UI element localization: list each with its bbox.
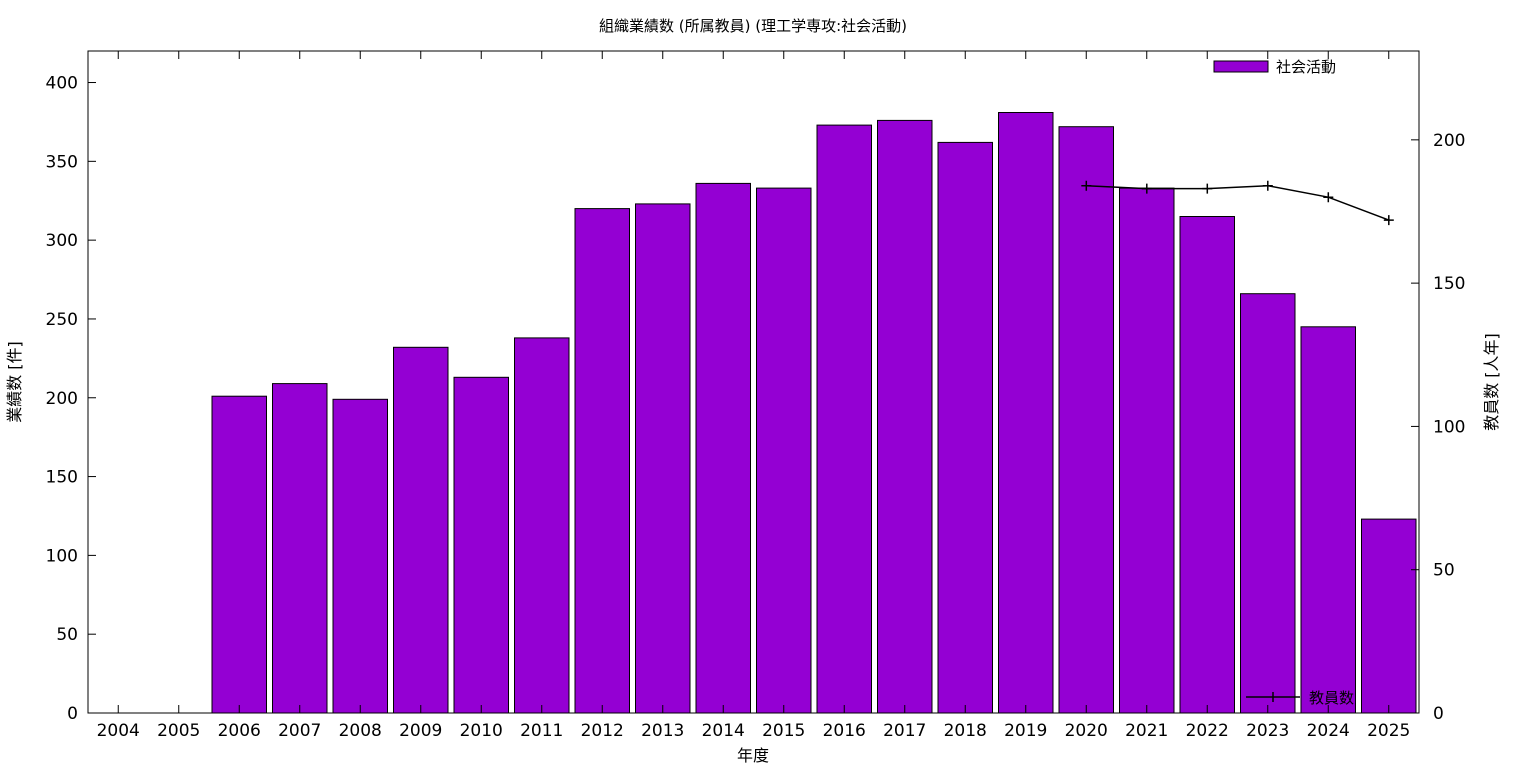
- x-tick-label: 2008: [339, 721, 382, 741]
- x-axis-label: 年度: [737, 746, 769, 765]
- bars-group: [211, 112, 1417, 714]
- x-tick-label: 2011: [520, 721, 563, 741]
- bar-2017: [877, 119, 933, 714]
- x-tick-label: 2018: [944, 721, 987, 741]
- plot-frame: [87, 50, 1420, 714]
- bar-2022: [1179, 216, 1235, 714]
- y-tick-label: 300: [46, 231, 78, 251]
- bar-2021: [1119, 187, 1175, 714]
- bar-2010: [453, 376, 509, 714]
- y-tick-label: 0: [67, 704, 78, 724]
- y2-tick-label: 150: [1433, 274, 1465, 294]
- bar-2018: [937, 141, 993, 714]
- x-tick-label: 2005: [157, 721, 200, 741]
- x-tick-label: 2012: [581, 721, 624, 741]
- bar-2025: [1361, 518, 1417, 714]
- chart-title: 組織業績数 (所属教員) (理工学専攻:社会活動): [599, 17, 907, 35]
- x-tick-label: 2022: [1186, 721, 1229, 741]
- x-tick-label: 2023: [1246, 721, 1289, 741]
- x-tick-label: 2016: [823, 721, 866, 741]
- x-tick-label: 2009: [399, 721, 442, 741]
- bar-2009: [393, 346, 449, 714]
- y-tick-label: 50: [56, 625, 78, 645]
- legend-bar-swatch: [1213, 60, 1269, 73]
- faculty-count-point-2023: [1262, 180, 1273, 191]
- axes-group: 0 50 100 150 200 250 300 350 400 0 50 100 150 200 2004…: [46, 50, 1465, 741]
- bar-2015: [756, 187, 812, 714]
- y-tick-label: 350: [46, 152, 78, 172]
- bar-2023: [1240, 293, 1296, 714]
- x-tick-label: 2019: [1004, 721, 1047, 741]
- bar-2019: [998, 112, 1054, 714]
- x-tick-label: 2024: [1307, 721, 1350, 741]
- y2-tick-label: 50: [1433, 561, 1455, 581]
- y2-tick-label: 0: [1433, 704, 1444, 724]
- y-tick-label: 100: [46, 546, 78, 566]
- x-tick-label: 2013: [641, 721, 684, 741]
- faculty-count-point-2021: [1141, 183, 1152, 194]
- y2-tick-label: 200: [1433, 131, 1465, 151]
- line-group: [1081, 180, 1394, 226]
- legend-group: 社会活動 教員数: [1213, 58, 1354, 707]
- x-tick-label: 2010: [460, 721, 503, 741]
- bar-2011: [514, 337, 570, 714]
- y-tick-label: 250: [46, 310, 78, 330]
- x-tick-label: 2006: [218, 721, 261, 741]
- x-tick-label: 2021: [1125, 721, 1168, 741]
- y2-axis-label: 教員数 [人年]: [1482, 333, 1501, 431]
- y-axis-label: 業績数 [件]: [5, 341, 24, 423]
- y-tick-label: 150: [46, 468, 78, 488]
- y2-tick-label: 100: [1433, 417, 1465, 437]
- x-tick-label: 2007: [278, 721, 321, 741]
- bar-2008: [332, 398, 388, 714]
- bar-2013: [635, 203, 691, 714]
- bar-2016: [816, 124, 872, 714]
- y-tick-label: 400: [46, 74, 78, 94]
- faculty-count-point-2020: [1081, 180, 1092, 191]
- bar-2024: [1300, 326, 1356, 714]
- x-tick-label: 2020: [1065, 721, 1108, 741]
- x-tick-label: 2004: [97, 721, 140, 741]
- faculty-count-point-2024: [1323, 192, 1334, 203]
- bar-2014: [695, 182, 751, 714]
- y-tick-label: 200: [46, 389, 78, 409]
- x-tick-label: 2014: [702, 721, 745, 741]
- x-tick-label: 2025: [1367, 721, 1410, 741]
- legend-line-label: 教員数: [1309, 689, 1354, 707]
- legend-bar-label: 社会活動: [1276, 58, 1336, 76]
- faculty-count-point-2022: [1202, 183, 1213, 194]
- x-tick-label: 2015: [762, 721, 805, 741]
- bar-2020: [1058, 126, 1114, 714]
- faculty-count-line: [1086, 184, 1390, 221]
- x-tick-label: 2017: [883, 721, 926, 741]
- bar-2006: [211, 395, 267, 714]
- bar-2007: [272, 383, 328, 714]
- faculty-count-point-2025: [1383, 215, 1394, 226]
- bar-2012: [574, 208, 630, 714]
